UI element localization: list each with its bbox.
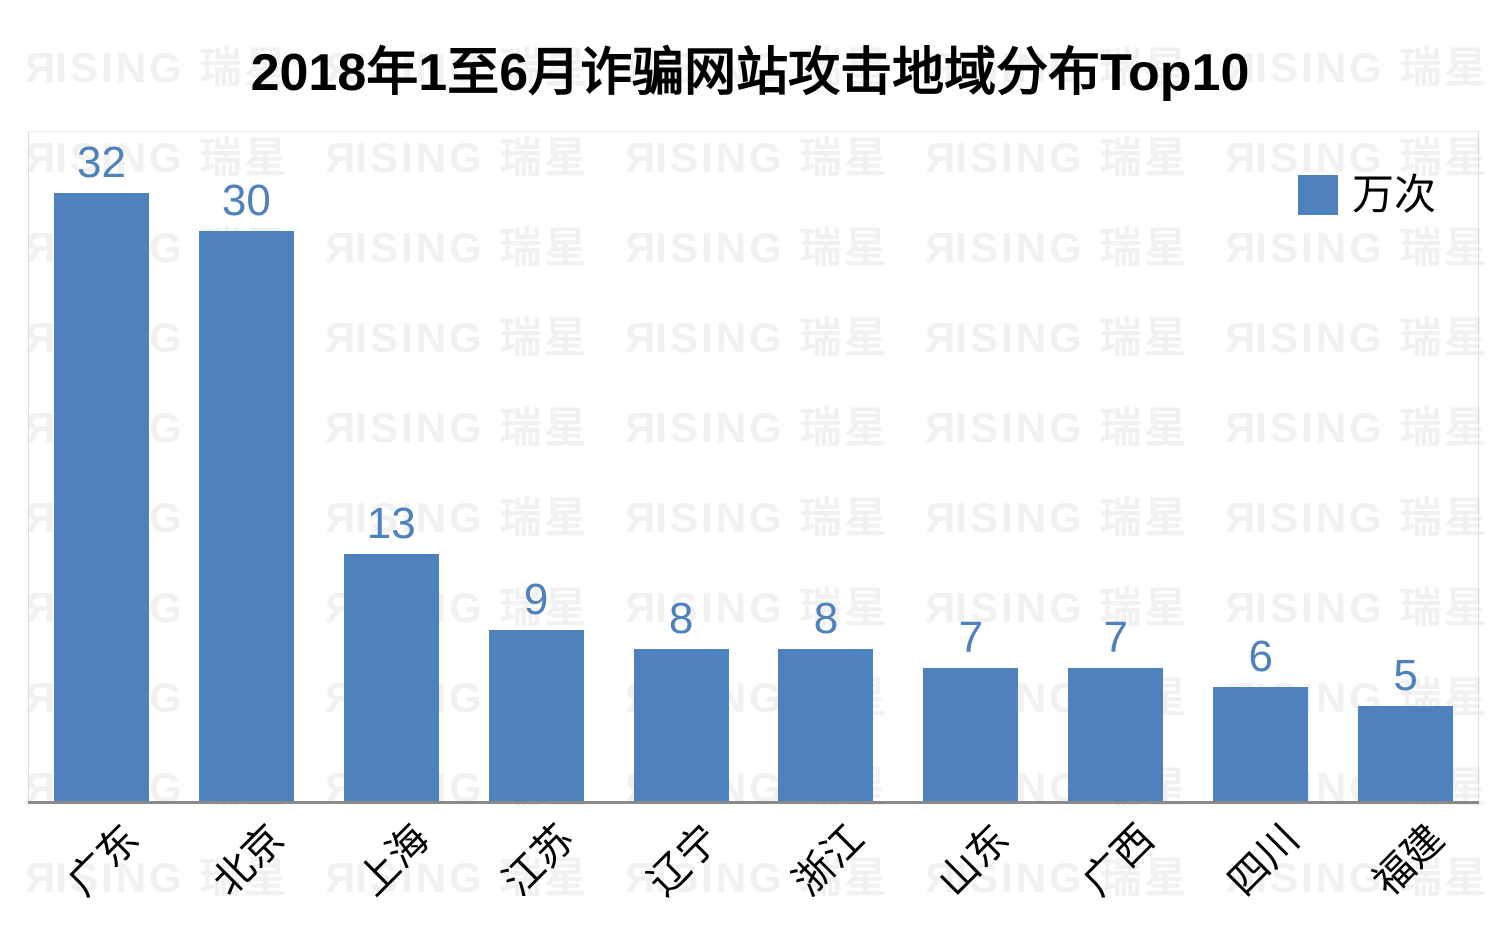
watermark-text: RISING 瑞星: [322, 404, 590, 451]
bar: [343, 554, 439, 801]
watermark-text: RISING 瑞星: [22, 854, 290, 901]
watermark-text: RISING 瑞星: [622, 134, 890, 181]
watermark-text: RISING 瑞星: [1222, 584, 1490, 631]
bar-slot: 5: [1333, 132, 1478, 801]
watermark-text: RISING 瑞星: [922, 494, 1190, 541]
bar-value-label: 13: [366, 499, 416, 548]
bar-slot: 30: [174, 132, 319, 801]
bar-value-label: 7: [1103, 613, 1129, 662]
watermark-text: RISING 瑞星: [1222, 314, 1490, 361]
bar-value-label: 9: [523, 575, 549, 624]
bar-value-label: 6: [1248, 632, 1273, 681]
bar-slot: 8: [609, 132, 754, 801]
bar-slot: 7: [1043, 132, 1188, 801]
bar: [923, 668, 1019, 801]
bar-slot: 9: [464, 132, 609, 801]
watermark-text: RISING 瑞星: [922, 224, 1190, 271]
chart-title: 2018年1至6月诈骗网站攻击地域分布Top10: [250, 44, 1250, 102]
x-axis-line: [28, 801, 1479, 804]
legend: 万次: [1297, 171, 1436, 218]
watermark-text: RISING 瑞星: [322, 224, 590, 271]
watermark-text: RISING 瑞星: [1222, 134, 1490, 181]
bar-slot: 6: [1188, 132, 1333, 801]
watermark-text: RISING 瑞星: [622, 494, 890, 541]
watermark-text: RISING 瑞星: [322, 134, 590, 181]
watermark-text: RISING 瑞星: [622, 854, 890, 901]
watermark-text: RISING 瑞星: [622, 314, 890, 361]
bar-value-label: 30: [221, 176, 271, 225]
bar-slot: 8: [754, 132, 899, 801]
watermark-text: RISING 瑞星: [22, 44, 290, 91]
watermark-text: RISING 瑞星: [922, 134, 1190, 181]
bar: [1068, 668, 1164, 801]
bar: [198, 231, 294, 801]
watermark-text: RISING 瑞星: [1222, 494, 1490, 541]
watermark-text: RISING 瑞星: [1222, 44, 1490, 91]
watermark-text: RISING 瑞星: [922, 44, 1190, 91]
watermark-text: RISING 瑞星: [622, 584, 890, 631]
watermark-text: RISING 瑞星: [322, 314, 590, 361]
watermark-text: RISING 瑞星: [922, 404, 1190, 451]
bar-value-label: 32: [76, 138, 126, 187]
bar: [488, 630, 584, 801]
watermark-text: RISING 瑞星: [622, 44, 890, 91]
bar: [1213, 687, 1309, 801]
watermark-text: RISING 瑞星: [922, 854, 1190, 901]
legend-label: 万次: [1351, 171, 1436, 218]
bar-value-label: 5: [1393, 651, 1418, 700]
legend-swatch: [1297, 175, 1338, 215]
watermark-text: RISING 瑞星: [322, 494, 590, 541]
bar-value-label: 8: [813, 594, 839, 643]
watermark-text: RISING 瑞星: [622, 404, 890, 451]
watermark-text: RISING 瑞星: [622, 224, 890, 271]
bar-slot: 32: [29, 132, 174, 801]
bar-value-label: 8: [668, 594, 694, 643]
watermark-text: RISING 瑞星: [922, 584, 1190, 631]
watermark-text: RISING 瑞星: [322, 854, 590, 901]
watermark-text: RISING 瑞星: [322, 44, 590, 91]
bar-value-label: 7: [958, 613, 984, 662]
watermark-text: RISING 瑞星: [1222, 224, 1490, 271]
bar: [53, 193, 149, 801]
watermark-text: RISING 瑞星: [922, 314, 1190, 361]
bar: [1358, 706, 1454, 801]
bar: [778, 649, 874, 801]
watermark-text: RISING 瑞星: [22, 134, 290, 181]
bar: [633, 649, 729, 801]
bar-slot: 13: [319, 132, 464, 801]
bar-slot: 7: [898, 132, 1043, 801]
bars-group: 32 30 13 9 8 8 7 7 6 5: [29, 132, 1478, 801]
watermark-text: RISING 瑞星: [1222, 854, 1490, 901]
plot-area: 32 30 13 9 8 8 7 7 6 5 万次: [28, 131, 1479, 804]
watermark-text: RISING 瑞星: [1222, 404, 1490, 451]
